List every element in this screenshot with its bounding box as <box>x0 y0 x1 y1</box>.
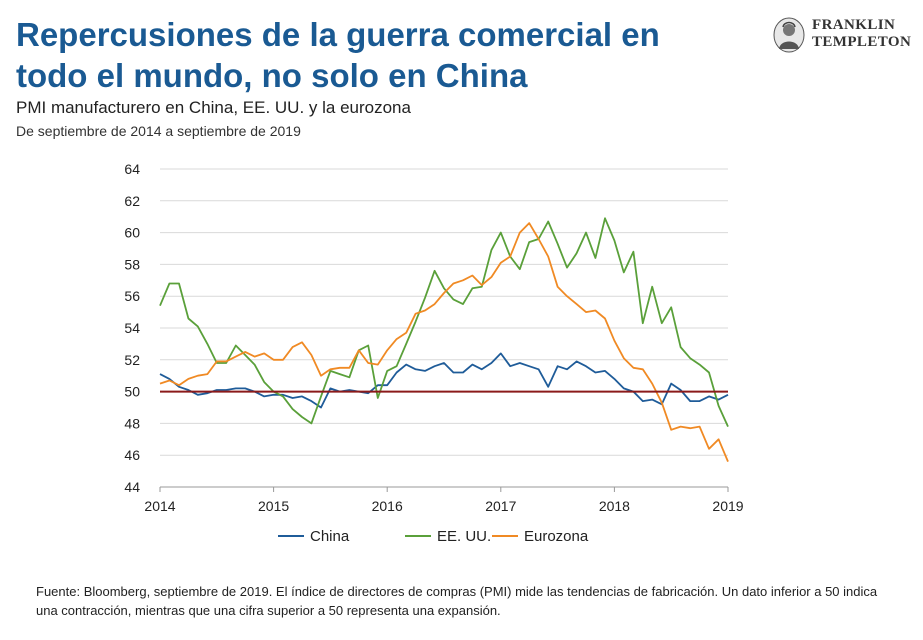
x-tick-label: 2019 <box>712 498 743 514</box>
date-range: De septiembre de 2014 a septiembre de 20… <box>16 123 301 139</box>
y-tick-label: 64 <box>124 161 140 177</box>
x-tick-label: 2015 <box>258 498 289 514</box>
legend-swatch <box>405 535 431 537</box>
x-tick-label: 2017 <box>485 498 516 514</box>
pmi-line-chart: 44 46 48 50 52 54 56 58 60 62 64 2014 2015 2016 2017 20… <box>124 161 743 514</box>
y-tick-label: 48 <box>124 415 140 431</box>
legend-item: EE. UU. <box>405 526 491 546</box>
series-line-china <box>159 352 729 409</box>
y-tick-label: 56 <box>124 288 140 304</box>
y-tick-label: 60 <box>124 225 140 241</box>
y-tick-label: 58 <box>124 256 140 272</box>
series-line-ee-uu <box>159 217 729 427</box>
legend-label: China <box>310 527 350 545</box>
x-tick-label: 2014 <box>144 498 175 514</box>
x-tick-label: 2018 <box>599 498 630 514</box>
logo-text: FRANKLIN TEMPLETON <box>812 17 911 51</box>
y-tick-label: 44 <box>124 479 140 495</box>
legend-swatch <box>278 535 304 537</box>
franklin-portrait-icon <box>773 17 805 53</box>
legend-label: EE. UU. <box>437 527 492 545</box>
y-tick-label: 46 <box>124 447 140 463</box>
x-tick-label: 2016 <box>372 498 403 514</box>
logo-line2: TEMPLETON <box>812 34 912 50</box>
y-tick-label: 54 <box>124 320 140 336</box>
legend-swatch <box>492 535 518 537</box>
legend-item: Eurozona <box>492 526 588 546</box>
y-tick-label: 62 <box>124 193 140 209</box>
source-footnote: Fuente: Bloomberg, septiembre de 2019. E… <box>36 584 878 618</box>
y-tick-label: 50 <box>124 384 140 400</box>
y-tick-label: 52 <box>124 352 140 368</box>
legend-label: Eurozona <box>524 527 589 545</box>
series-line-eurozona <box>159 222 729 462</box>
franklin-templeton-logo: FRANKLIN TEMPLETON <box>770 17 916 53</box>
chart-subtitle: PMI manufacturero en China, EE. UU. y la… <box>16 98 411 117</box>
legend-item: China <box>278 526 349 546</box>
logo-line1: FRANKLIN <box>812 17 896 33</box>
page-title: Repercusiones de la guerra comercial en … <box>16 16 660 94</box>
chart-legend: China EE. UU. Eurozona <box>0 526 923 546</box>
